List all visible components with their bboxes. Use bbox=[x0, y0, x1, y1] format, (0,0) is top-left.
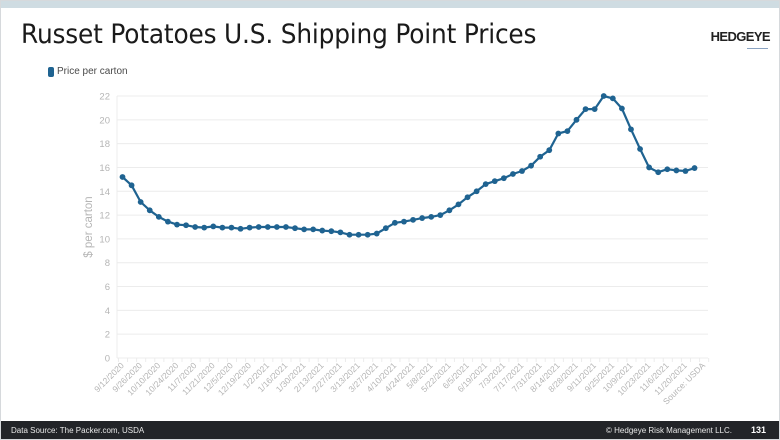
data-point bbox=[619, 105, 625, 112]
data-point bbox=[646, 164, 653, 171]
y-tick-label: 2 bbox=[105, 330, 110, 341]
data-point bbox=[455, 201, 462, 208]
footer-data-source: Data Source: The Packer.com, USDA bbox=[11, 425, 145, 435]
y-axis-ticks: 0 2 4 6 8 10 12 14 16 18 20 22 bbox=[99, 92, 110, 365]
data-point bbox=[273, 224, 280, 230]
y-tick-label: 12 bbox=[99, 211, 110, 222]
data-point bbox=[319, 227, 326, 234]
data-point bbox=[246, 224, 253, 231]
data-point bbox=[346, 231, 353, 238]
data-point bbox=[428, 213, 435, 220]
data-point bbox=[546, 147, 553, 154]
data-point bbox=[519, 168, 525, 174]
data-point bbox=[192, 224, 199, 230]
data-point bbox=[201, 224, 208, 231]
data-point bbox=[210, 223, 217, 230]
data-point bbox=[482, 181, 489, 188]
data-point bbox=[310, 226, 317, 233]
data-point bbox=[582, 106, 589, 112]
footer-bar: Data Source: The Packer.com, USDA © Hedg… bbox=[1, 421, 779, 439]
data-point bbox=[491, 178, 498, 185]
data-point bbox=[237, 225, 244, 232]
data-point bbox=[364, 231, 371, 238]
y-tick-label: 0 bbox=[105, 354, 110, 365]
data-point bbox=[337, 229, 344, 236]
data-point bbox=[510, 171, 516, 177]
data-point bbox=[573, 116, 580, 123]
chart-legend[interactable]: Price per carton bbox=[48, 66, 128, 77]
data-point bbox=[500, 175, 507, 182]
data-point bbox=[464, 194, 471, 201]
data-point bbox=[446, 207, 453, 214]
y-tick-label: 14 bbox=[99, 187, 110, 198]
data-point bbox=[473, 188, 480, 195]
x-axis-ticks: 9/12/20209/26/202010/10/202010/24/202011… bbox=[92, 358, 710, 407]
data-point bbox=[382, 225, 389, 232]
data-point bbox=[609, 95, 616, 102]
data-point bbox=[255, 224, 262, 230]
y-tick-label: 10 bbox=[99, 234, 110, 245]
data-point bbox=[155, 213, 162, 220]
data-point bbox=[600, 93, 607, 99]
logo-underline bbox=[747, 48, 768, 49]
data-point bbox=[228, 224, 235, 231]
data-point bbox=[137, 199, 144, 205]
data-point bbox=[283, 224, 289, 230]
hedgeye-logo: HEDGEYE bbox=[710, 29, 771, 44]
y-tick-label: 18 bbox=[99, 139, 110, 150]
data-point bbox=[528, 162, 534, 169]
data-point bbox=[637, 146, 643, 152]
data-point bbox=[673, 167, 680, 174]
data-point bbox=[301, 226, 307, 233]
data-point bbox=[183, 222, 189, 229]
data-point bbox=[146, 207, 153, 214]
y-tick-label: 20 bbox=[99, 115, 110, 126]
footer-copyright: © Hedgeye Risk Management LLC. bbox=[606, 425, 732, 435]
data-point bbox=[355, 231, 362, 238]
data-point bbox=[410, 216, 416, 223]
series-price-per-carton bbox=[119, 93, 698, 238]
y-tick-label: 4 bbox=[105, 306, 110, 317]
data-point bbox=[555, 130, 562, 137]
data-point bbox=[591, 106, 598, 112]
data-point bbox=[691, 165, 698, 171]
y-tick-label: 22 bbox=[99, 92, 110, 103]
page-number: 131 bbox=[750, 425, 766, 435]
data-point bbox=[655, 169, 662, 176]
data-point bbox=[682, 168, 689, 174]
y-tick-label: 8 bbox=[105, 258, 110, 269]
data-point bbox=[219, 224, 226, 231]
data-point bbox=[392, 219, 398, 226]
y-tick-label: 16 bbox=[99, 163, 110, 174]
gridlines bbox=[116, 95, 708, 359]
top-accent-band bbox=[1, 1, 779, 8]
data-point bbox=[128, 182, 135, 189]
data-point bbox=[264, 224, 271, 230]
data-point bbox=[401, 218, 407, 225]
data-point bbox=[174, 221, 180, 228]
data-point bbox=[119, 174, 126, 180]
legend-swatch-icon bbox=[48, 66, 54, 77]
data-point bbox=[292, 225, 298, 232]
data-point bbox=[165, 218, 171, 225]
data-point bbox=[419, 215, 426, 221]
data-point bbox=[537, 153, 544, 160]
slide-title: Russet Potatoes U.S. Shipping Point Pric… bbox=[21, 19, 537, 50]
legend-label: Price per carton bbox=[57, 66, 128, 77]
data-point bbox=[664, 166, 671, 173]
data-point bbox=[437, 212, 444, 218]
y-tick-label: 6 bbox=[105, 282, 110, 293]
data-point bbox=[564, 128, 571, 135]
y-axis-title: $ per carton bbox=[83, 196, 95, 257]
data-point bbox=[373, 230, 380, 237]
data-point bbox=[628, 126, 634, 133]
data-point bbox=[328, 228, 335, 235]
